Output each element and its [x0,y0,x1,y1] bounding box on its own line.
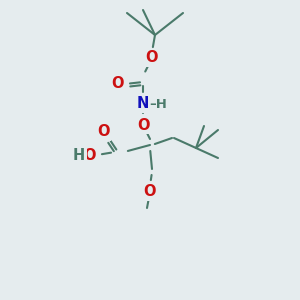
Text: –H: –H [149,98,167,110]
Text: N: N [137,97,149,112]
Text: O: O [146,50,158,65]
Text: O: O [144,184,156,200]
Text: O: O [112,76,124,92]
Text: O: O [137,118,149,133]
Text: O: O [84,148,96,163]
Text: O: O [97,124,109,140]
Text: H: H [73,148,85,163]
